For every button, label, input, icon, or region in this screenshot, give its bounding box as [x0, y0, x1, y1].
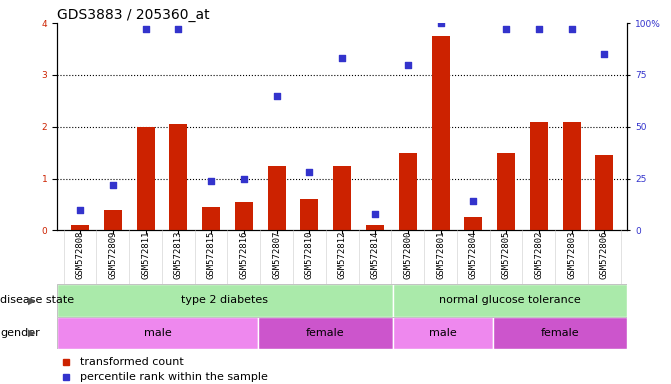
Text: GSM572801: GSM572801	[436, 230, 445, 279]
Bar	[497, 153, 515, 230]
Text: GSM572800: GSM572800	[403, 230, 412, 279]
Text: GSM572815: GSM572815	[207, 230, 215, 279]
Point	[370, 211, 380, 217]
Point	[304, 169, 315, 175]
Bar	[563, 122, 580, 230]
Point	[599, 51, 610, 57]
Point	[566, 26, 577, 32]
Point	[140, 26, 151, 32]
Bar	[399, 153, 417, 230]
Text: GSM572812: GSM572812	[338, 230, 347, 279]
Text: GSM572809: GSM572809	[108, 230, 117, 279]
Text: GSM572814: GSM572814	[370, 230, 380, 279]
Point	[468, 198, 478, 204]
Point	[501, 26, 511, 32]
Text: female: female	[306, 328, 345, 338]
Text: normal glucose tolerance: normal glucose tolerance	[439, 295, 581, 306]
Bar	[393, 317, 493, 349]
Bar	[301, 199, 319, 230]
Point	[74, 207, 85, 213]
Bar	[431, 36, 450, 230]
Point	[173, 26, 184, 32]
Bar	[595, 155, 613, 230]
Bar	[169, 124, 187, 230]
Bar	[104, 210, 121, 230]
Bar	[136, 127, 154, 230]
Text: percentile rank within the sample: percentile rank within the sample	[80, 372, 268, 382]
Bar	[258, 317, 393, 349]
Text: GDS3883 / 205360_at: GDS3883 / 205360_at	[57, 8, 209, 22]
Text: transformed count: transformed count	[80, 357, 184, 367]
Text: GSM572816: GSM572816	[240, 230, 248, 279]
Text: GSM572805: GSM572805	[502, 230, 511, 279]
Text: ▶: ▶	[28, 295, 35, 306]
Text: GSM572803: GSM572803	[567, 230, 576, 279]
Bar	[235, 202, 253, 230]
Bar	[57, 317, 258, 349]
Bar	[393, 284, 627, 317]
Bar	[71, 225, 89, 230]
Point	[435, 20, 446, 26]
Text: ▶: ▶	[28, 328, 35, 338]
Text: GSM572811: GSM572811	[141, 230, 150, 279]
Text: male: male	[144, 328, 172, 338]
Text: GSM572810: GSM572810	[305, 230, 314, 279]
Text: GSM572802: GSM572802	[534, 230, 544, 279]
Text: male: male	[429, 328, 457, 338]
Text: GSM572808: GSM572808	[75, 230, 85, 279]
Bar	[268, 166, 286, 230]
Point	[206, 177, 217, 184]
Point	[107, 182, 118, 188]
Point	[337, 55, 348, 61]
Text: gender: gender	[0, 328, 40, 338]
Bar	[366, 225, 384, 230]
Bar	[202, 207, 220, 230]
Text: GSM572813: GSM572813	[174, 230, 183, 279]
Bar	[530, 122, 548, 230]
Text: type 2 diabetes: type 2 diabetes	[181, 295, 268, 306]
Point	[403, 61, 413, 68]
Text: GSM572806: GSM572806	[600, 230, 609, 279]
Bar	[57, 284, 393, 317]
Point	[271, 93, 282, 99]
Point	[238, 175, 249, 182]
Point	[533, 26, 544, 32]
Text: female: female	[541, 328, 580, 338]
Bar	[493, 317, 627, 349]
Text: disease state: disease state	[0, 295, 74, 306]
Bar	[333, 166, 351, 230]
Bar	[464, 217, 482, 230]
Text: GSM572807: GSM572807	[272, 230, 281, 279]
Text: GSM572804: GSM572804	[469, 230, 478, 279]
